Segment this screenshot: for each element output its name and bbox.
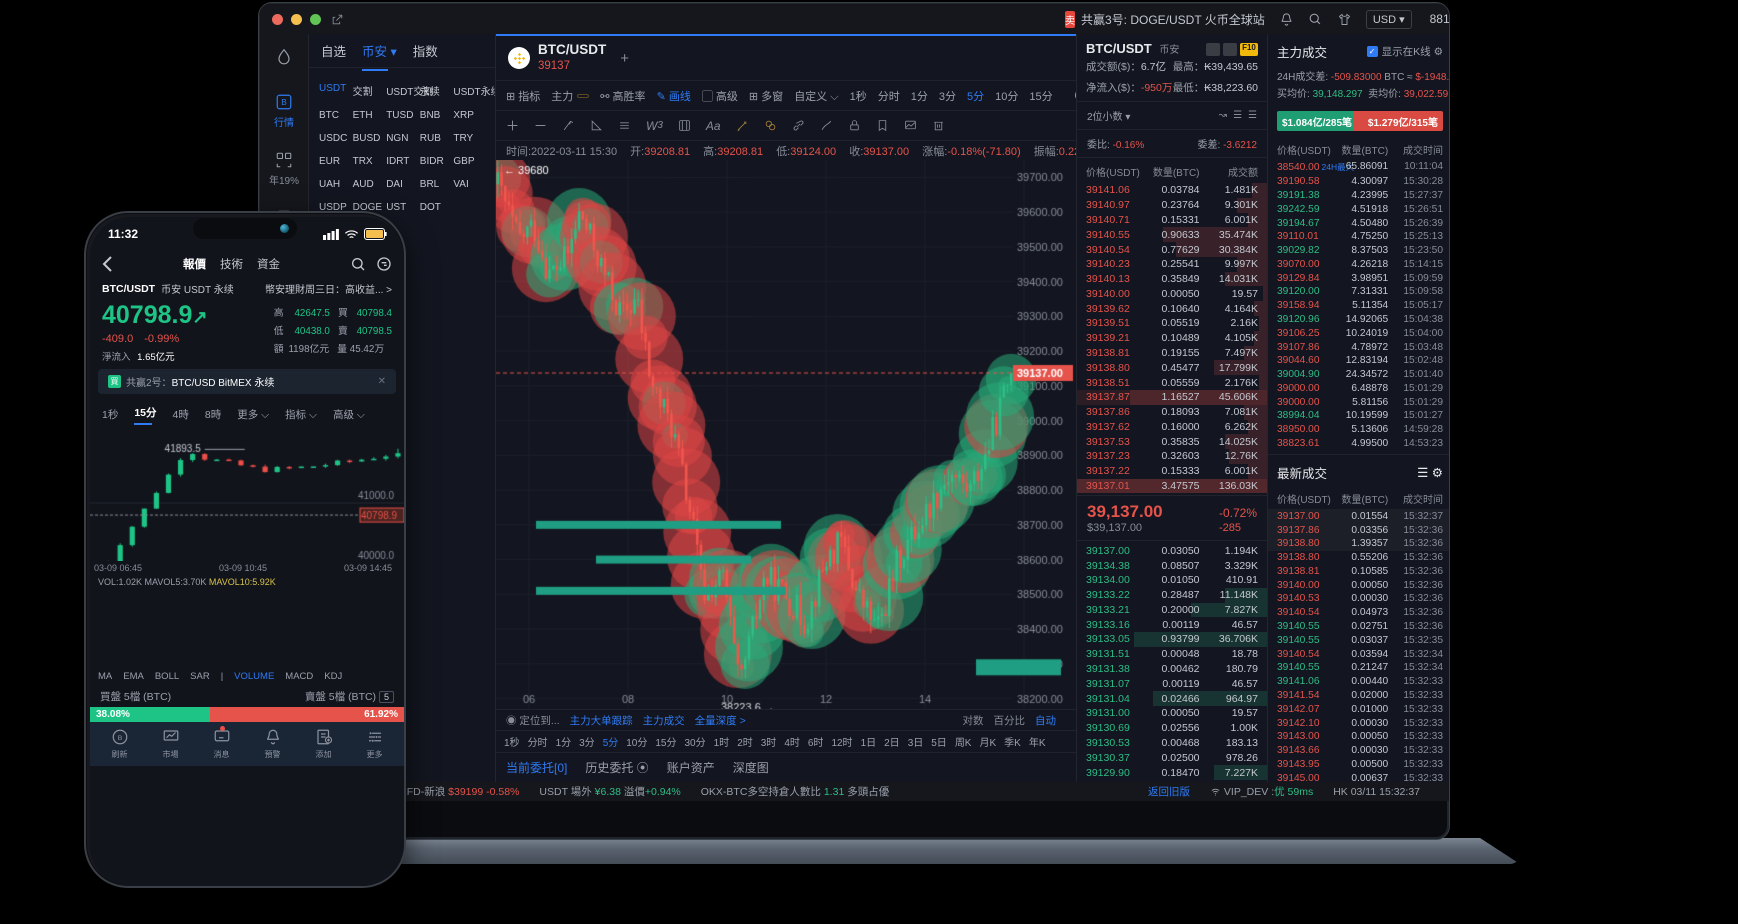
svg-text:B: B <box>117 735 122 742</box>
svg-text:B: B <box>281 98 287 107</box>
